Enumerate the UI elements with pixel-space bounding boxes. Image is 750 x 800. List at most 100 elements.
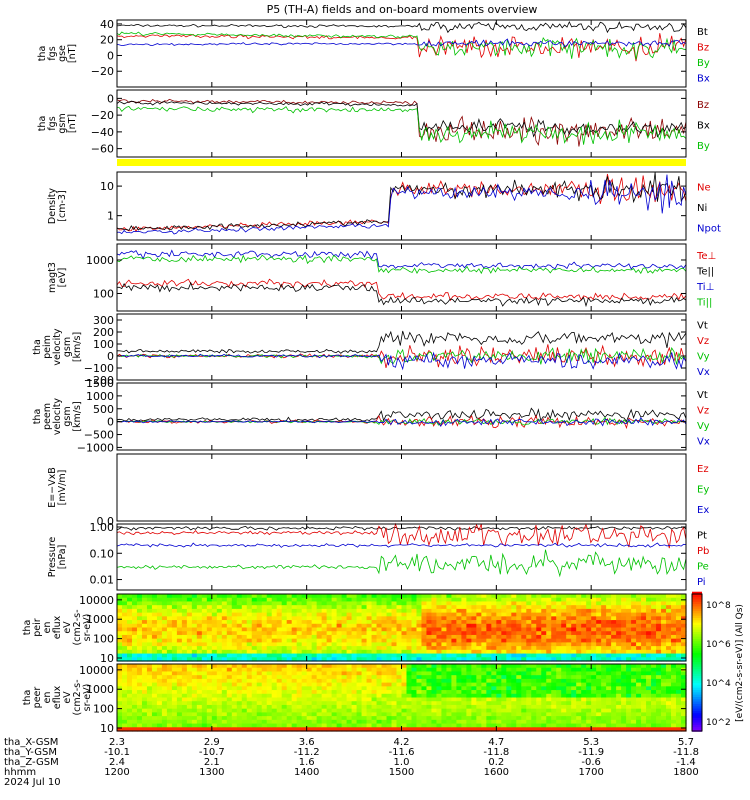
heatmap-cell bbox=[551, 649, 557, 655]
heatmap-cell bbox=[276, 594, 283, 599]
heatmap-cell bbox=[291, 682, 298, 687]
heatmap-cell bbox=[481, 634, 487, 640]
y-tick-label: −20 bbox=[91, 109, 114, 122]
heatmap-cell bbox=[631, 708, 637, 713]
heatmap-cell bbox=[536, 727, 542, 732]
heatmap-cell bbox=[481, 704, 487, 710]
heatmap-cell bbox=[441, 723, 448, 728]
heatmap-cell bbox=[461, 612, 467, 617]
heatmap-cell bbox=[291, 723, 298, 728]
heatmap-cell bbox=[281, 627, 288, 632]
heatmap-cell bbox=[221, 605, 228, 610]
heatmap-cell bbox=[196, 605, 203, 610]
heatmap-cell bbox=[341, 697, 348, 702]
heatmap-cell bbox=[516, 723, 522, 728]
heatmap-cell bbox=[676, 678, 682, 684]
heatmap-cell bbox=[631, 634, 637, 640]
heatmap-cell bbox=[461, 653, 467, 658]
heatmap-cell bbox=[196, 657, 203, 662]
heatmap-cell bbox=[136, 678, 143, 684]
heatmap-cell bbox=[131, 594, 138, 599]
heatmap-cell bbox=[636, 601, 642, 606]
heatmap-cell bbox=[231, 627, 238, 632]
heatmap-cell bbox=[436, 723, 443, 728]
heatmap-cell bbox=[186, 682, 193, 687]
heatmap-cell bbox=[356, 708, 363, 713]
y-axis-label: tha bbox=[22, 690, 33, 706]
heatmap-cell bbox=[166, 667, 173, 673]
heatmap-cell bbox=[651, 594, 657, 599]
heatmap-cell bbox=[531, 690, 537, 695]
heatmap-cell bbox=[671, 631, 677, 636]
heatmap-cell bbox=[276, 597, 283, 603]
heatmap-cell bbox=[241, 723, 248, 728]
heatmap-cell bbox=[441, 701, 448, 706]
heatmap-cell bbox=[221, 686, 228, 691]
heatmap-cell bbox=[666, 697, 672, 702]
heatmap-cell bbox=[226, 597, 233, 603]
heatmap-cell bbox=[316, 623, 323, 629]
heatmap-cell bbox=[581, 716, 587, 721]
heatmap-cell bbox=[611, 638, 617, 643]
heatmap-cell bbox=[361, 719, 368, 725]
colorbar-segment bbox=[692, 619, 702, 623]
heatmap-cell bbox=[426, 675, 433, 680]
heatmap-cell bbox=[556, 623, 562, 629]
heatmap-cell bbox=[286, 631, 293, 636]
heatmap-cell bbox=[481, 653, 487, 658]
heatmap-cell bbox=[271, 704, 278, 710]
heatmap-cell bbox=[566, 697, 572, 702]
heatmap-cell bbox=[346, 653, 353, 658]
heatmap-cell bbox=[541, 634, 547, 640]
heatmap-cell bbox=[266, 631, 273, 636]
heatmap-cell bbox=[166, 623, 173, 629]
heatmap-cell bbox=[661, 627, 667, 632]
heatmap-cell bbox=[451, 701, 458, 706]
heatmap-cell bbox=[566, 686, 572, 691]
heatmap-cell bbox=[511, 727, 517, 732]
heatmap-cell bbox=[126, 638, 133, 643]
heatmap-cell bbox=[461, 727, 467, 732]
heatmap-cell bbox=[206, 701, 213, 706]
heatmap-cell bbox=[136, 605, 143, 610]
heatmap-cell bbox=[321, 682, 328, 687]
legend-Vt: Vt bbox=[697, 321, 708, 332]
heatmap-cell bbox=[311, 690, 318, 695]
heatmap-cell bbox=[611, 719, 617, 725]
y-tick-label: 0.10 bbox=[90, 547, 115, 560]
heatmap-cell bbox=[526, 697, 532, 702]
heatmap-cell bbox=[661, 667, 667, 673]
heatmap-cell bbox=[356, 704, 363, 710]
heatmap-cell bbox=[471, 601, 477, 606]
heatmap-cell bbox=[156, 690, 163, 695]
heatmap-cell bbox=[426, 653, 433, 658]
heatmap-cell bbox=[481, 701, 487, 706]
heatmap-cell bbox=[316, 657, 323, 662]
heatmap-cell bbox=[221, 601, 228, 606]
heatmap-cell bbox=[681, 678, 687, 684]
heatmap-cell bbox=[516, 657, 522, 662]
heatmap-cell bbox=[391, 620, 398, 625]
heatmap-cell bbox=[281, 634, 288, 640]
heatmap-cell bbox=[211, 657, 218, 662]
heatmap-cell bbox=[156, 608, 163, 614]
heatmap-cell bbox=[521, 686, 527, 691]
heatmap-cell bbox=[151, 712, 158, 717]
heatmap-cell bbox=[496, 716, 502, 721]
heatmap-cell bbox=[251, 708, 258, 713]
heatmap-cell bbox=[476, 608, 482, 614]
heatmap-cell bbox=[191, 620, 198, 625]
heatmap-cell bbox=[506, 712, 512, 717]
heatmap-cell bbox=[621, 678, 627, 684]
heatmap-cell bbox=[126, 719, 133, 725]
heatmap-cell bbox=[386, 634, 393, 640]
heatmap-cell bbox=[481, 686, 487, 691]
heatmap-cell bbox=[631, 612, 637, 617]
heatmap-cell bbox=[191, 642, 198, 647]
heatmap-cell bbox=[351, 631, 358, 636]
heatmap-cell bbox=[141, 627, 148, 632]
heatmap-cell bbox=[681, 623, 687, 629]
heatmap-cell bbox=[181, 675, 188, 680]
heatmap-cell bbox=[436, 601, 443, 606]
heatmap-cell bbox=[521, 605, 527, 610]
